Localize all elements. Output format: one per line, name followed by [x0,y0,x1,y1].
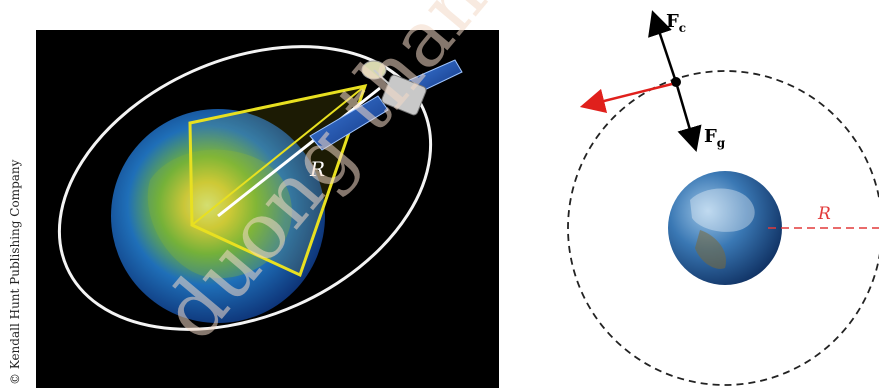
force-fc-arrow [648,10,678,83]
velocity-arrow [579,82,673,114]
radius-label-left: R [309,157,325,181]
orbit-circle [567,70,879,386]
earth-land [695,230,726,269]
radius-line-left [217,86,381,218]
earth-clouds [690,188,755,232]
satellite-mast [373,69,391,86]
force-fg-label: Fg [704,126,726,150]
beam-edge [191,85,366,226]
orbit-ellipse [57,45,433,331]
force-fg-arrow [674,81,702,152]
solar-panel-lower [309,95,389,151]
satellite-panel: R [36,30,499,388]
force-fc-label: Fc [666,11,686,35]
copyright-text: © Kendall Hunt Publishing Company [8,159,22,385]
earth-globe-right [668,171,782,285]
circular-orbit-diagram: R Fc Fg [567,10,879,386]
satellite-body [381,74,427,116]
radius-label-right: R [817,204,831,224]
satellite [309,59,463,151]
